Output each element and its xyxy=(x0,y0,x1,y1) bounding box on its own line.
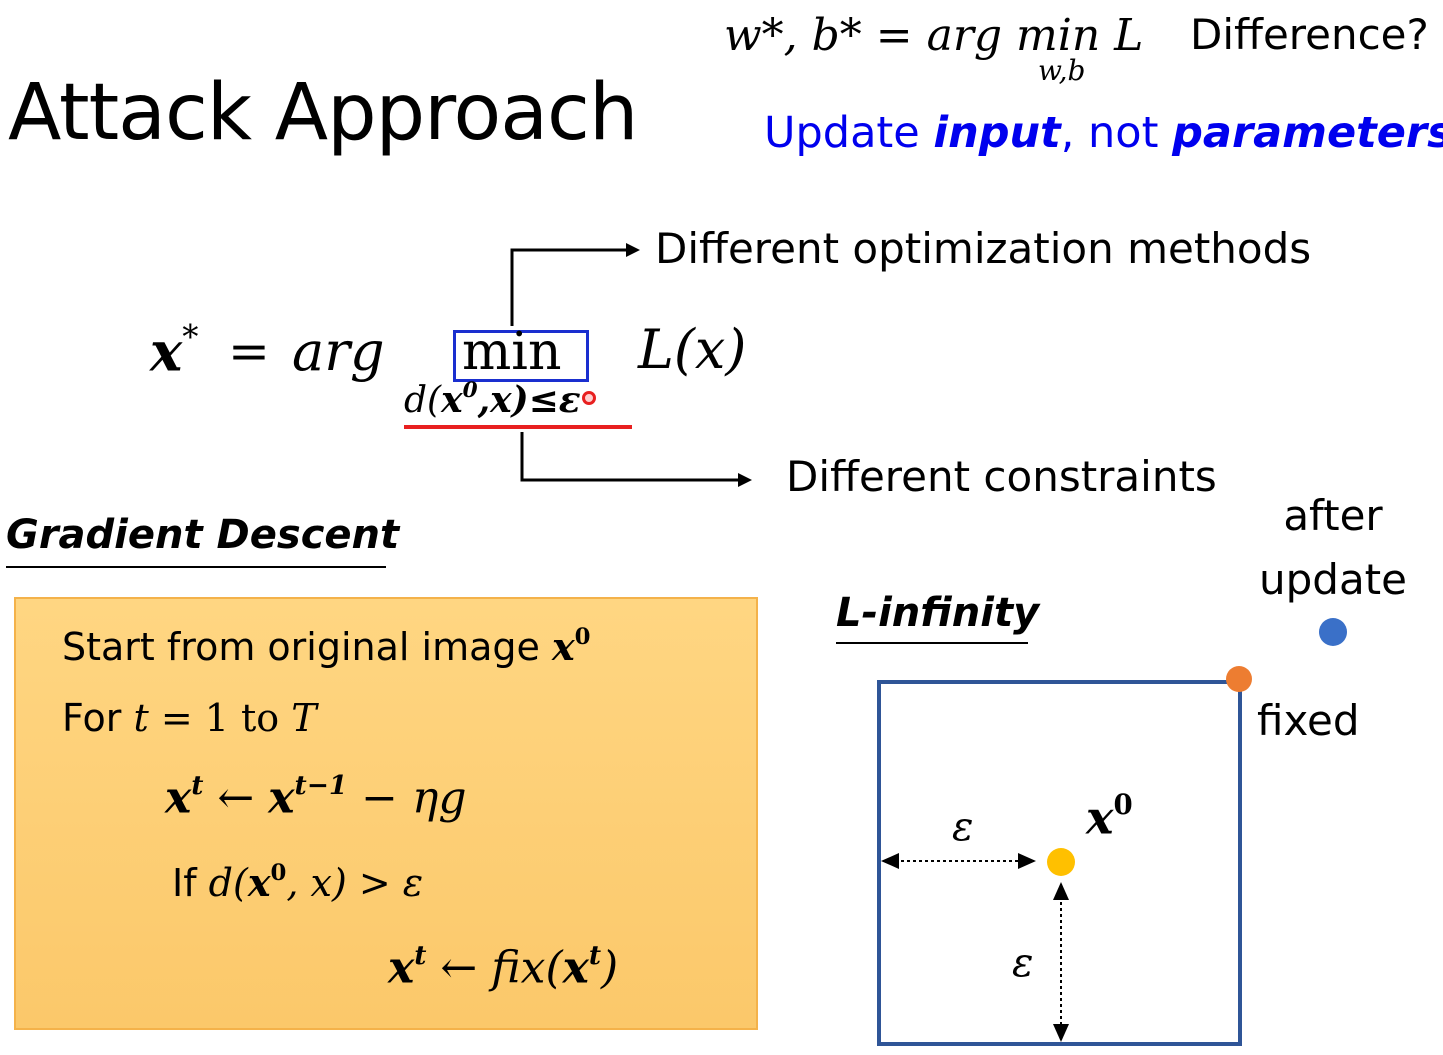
note-parameters: parameters xyxy=(1172,108,1443,158)
constraints-label: Different constraints xyxy=(786,452,1217,501)
l-infinity-square xyxy=(877,680,1242,1046)
arrowhead-optimization xyxy=(626,243,640,257)
difference-question: Difference? xyxy=(1190,10,1429,59)
page-title: Attack Approach xyxy=(8,68,638,158)
gradient-descent-box xyxy=(14,597,758,1030)
gd-line-update: xt ← xt−1 − ηg xyxy=(165,770,467,824)
pointer-cursor xyxy=(582,391,596,405)
gd-line-loop: For t = 1 to T xyxy=(62,696,317,740)
l-infinity-underline xyxy=(836,642,1028,644)
x-star: x* xyxy=(150,318,199,384)
original-point-dot xyxy=(1047,848,1075,876)
gd-line-check: If d(x0, x) > ε xyxy=(172,860,424,905)
parameter-objective-subscript: w,b xyxy=(1038,54,1086,87)
l-infinity-heading: L-infinity xyxy=(836,590,1040,636)
x0-label: x0 xyxy=(1086,788,1133,845)
loss-function: L(x) xyxy=(638,318,747,381)
after-update-dot xyxy=(1319,618,1347,646)
gd-line-fix: xt ← fix(xt) xyxy=(388,940,619,994)
arg-text: arg xyxy=(292,320,385,383)
optimization-methods-label: Different optimization methods xyxy=(655,224,1312,273)
epsilon-horizontal-label: ε xyxy=(952,804,974,850)
min-operator: min xyxy=(462,322,562,382)
fixed-label: fixed xyxy=(1257,696,1360,745)
arrow-constraints xyxy=(520,432,742,482)
note-input: input xyxy=(933,108,1061,158)
fixed-point-dot xyxy=(1226,666,1252,692)
gradient-descent-heading: Gradient Descent xyxy=(6,512,400,558)
distance-constraint: d(x0,x)≤ε xyxy=(404,378,581,422)
update-input-note: Update input, not parameters xyxy=(764,108,1443,158)
gradient-descent-underline xyxy=(6,566,386,568)
note-prefix: Update xyxy=(764,108,934,158)
after-update-label: after update xyxy=(1259,491,1407,604)
arrow-optimization xyxy=(510,248,632,326)
equals-sign: = xyxy=(228,322,270,380)
arrowhead-constraints xyxy=(738,473,752,487)
note-middle: , not xyxy=(1060,108,1173,158)
parameter-objective-equation: w*, b* = arg min L xyxy=(724,10,1144,61)
gd-line-start: Start from original image x0 xyxy=(62,624,591,669)
epsilon-vertical-label: ε xyxy=(1012,940,1034,986)
min-highlight-box xyxy=(453,330,589,382)
